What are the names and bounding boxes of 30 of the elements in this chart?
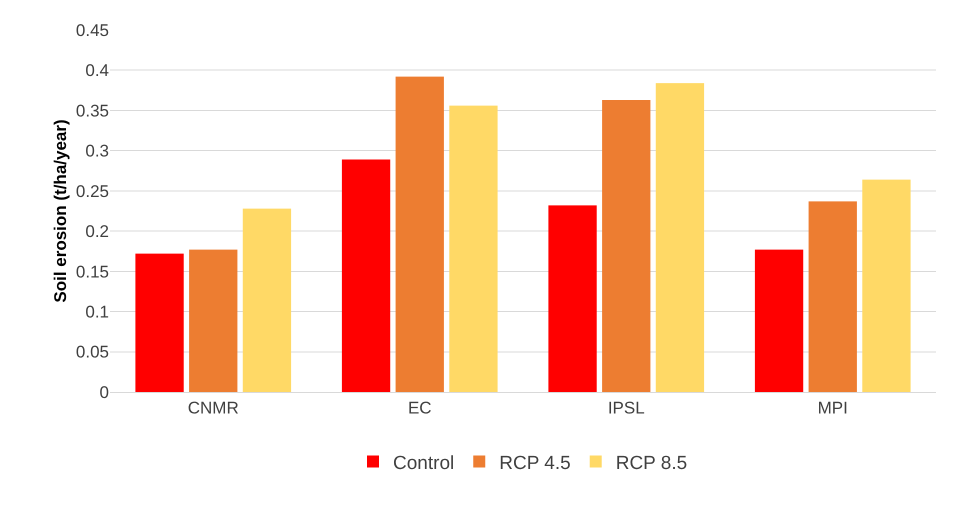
bar (808, 201, 857, 392)
bar (342, 160, 390, 392)
y-tick-label: 0 (100, 382, 109, 402)
bar (548, 205, 597, 392)
y-tick-label: 0.2 (85, 222, 109, 242)
bar (189, 250, 238, 392)
bar (602, 100, 650, 392)
bar (754, 250, 804, 392)
x-tick-label: MPI (818, 398, 848, 418)
bar (135, 254, 184, 392)
y-tick-label: 0.3 (85, 142, 109, 161)
x-tick-label: CNMR (188, 398, 239, 418)
bar (242, 208, 292, 392)
y-tick-label: 0.1 (85, 302, 109, 322)
x-tick-label: IPSL (608, 398, 645, 418)
y-tick-label: 0.25 (76, 182, 109, 201)
y-tick-label: 0.45 (76, 20, 109, 40)
legend-label: Control (393, 452, 454, 474)
bar (656, 83, 704, 392)
bar (449, 106, 498, 392)
y-axis-title: Soil erosion (t/ha/year) (51, 119, 70, 303)
y-tick-label: 0.05 (76, 342, 109, 362)
x-tick-label: EC (408, 398, 432, 418)
bar (396, 76, 444, 392)
y-tick-label: 0.15 (76, 262, 109, 282)
y-tick-label: 0.4 (85, 61, 109, 80)
legend-label: RCP 4.5 (499, 452, 571, 474)
y-tick-label: 0.35 (76, 101, 109, 120)
legend-label: RCP 8.5 (616, 452, 688, 474)
bar (862, 180, 911, 392)
